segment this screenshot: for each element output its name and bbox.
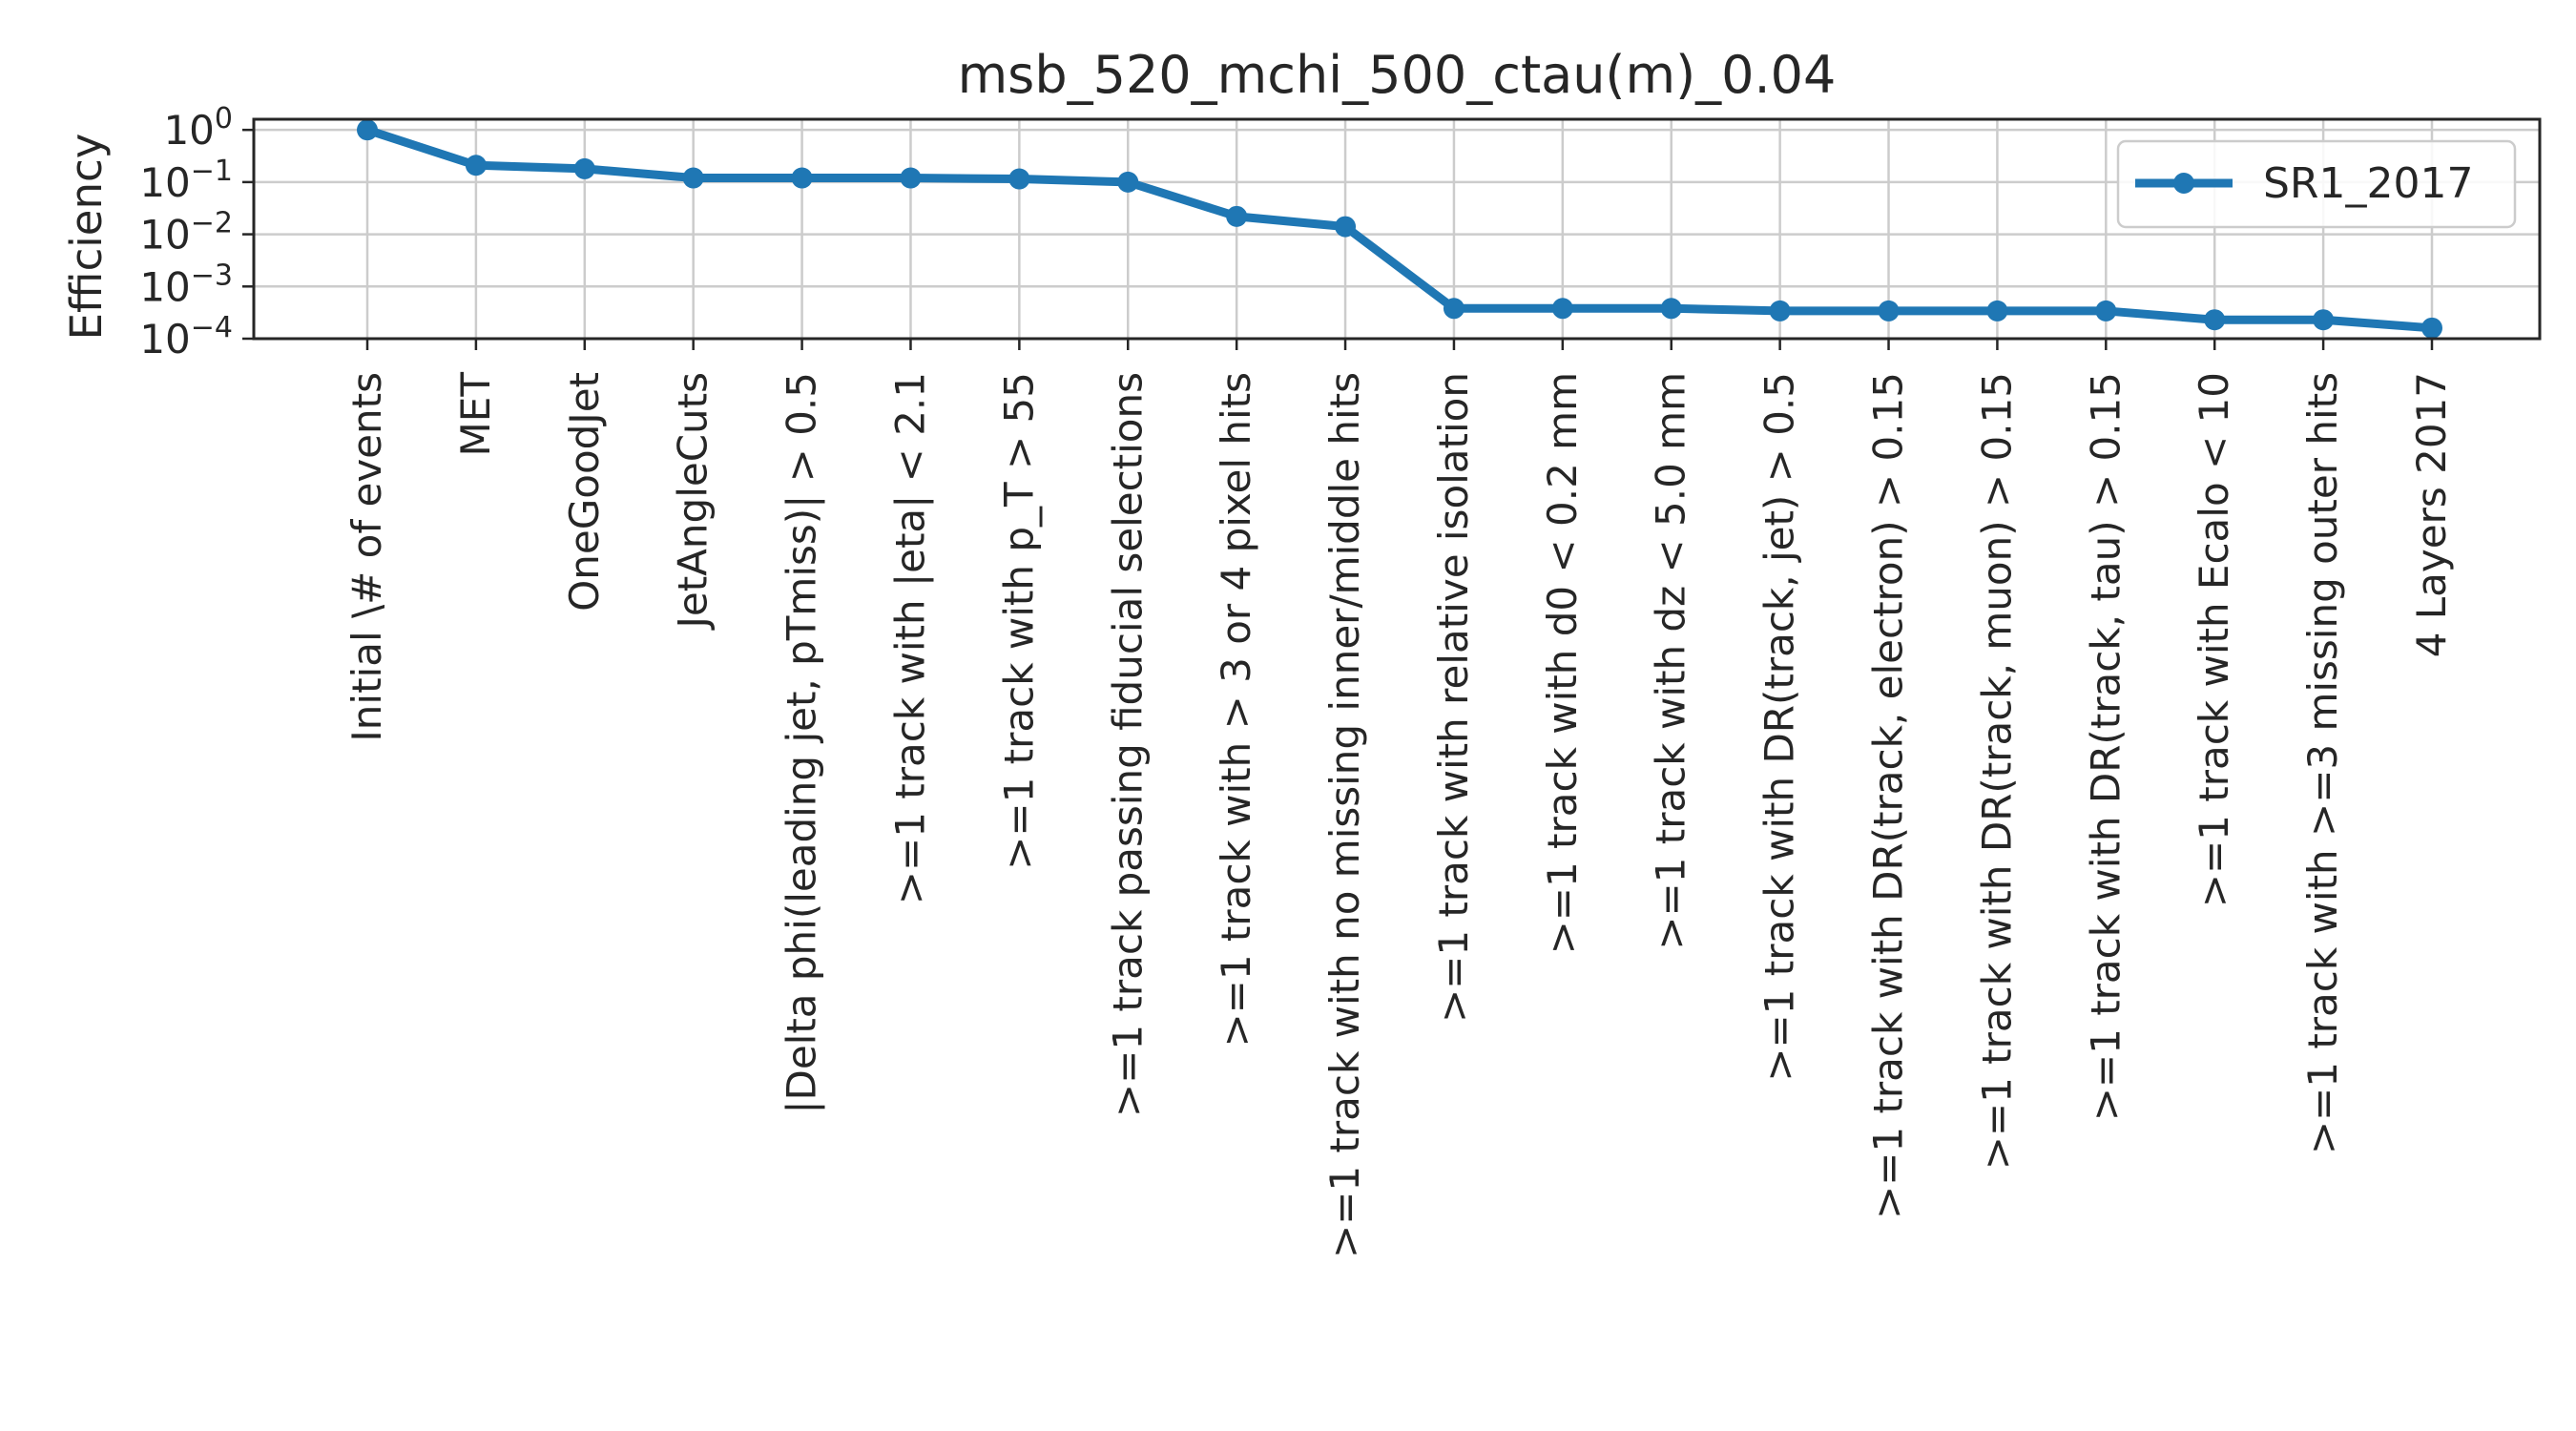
- data-point: [900, 167, 922, 189]
- x-tick-label: >=1 track with Ecalo < 10: [2191, 372, 2237, 907]
- x-axis-ticks: Initial \# of events MET OneGoodJet JetAngl…: [343, 339, 2455, 1258]
- legend: SR1_2017: [2116, 139, 2517, 229]
- chart-title: msb_520_mchi_500_ctau(m)_0.04: [958, 45, 1837, 105]
- x-tick-label: OneGoodJet: [561, 372, 608, 612]
- x-tick-label: >=1 track with no missing inner/middle h…: [1321, 372, 1368, 1258]
- x-tick-label: >=1 track with |eta| < 2.1: [886, 372, 933, 904]
- series-line: [363, 125, 2437, 333]
- x-tick-label: >=1 track with >=3 missing outer hits: [2299, 372, 2346, 1154]
- x-tick-label: >=1 track with DR(track, muon) > 0.15: [1973, 372, 2020, 1170]
- x-tick-label: >=1 track with relative isolation: [1430, 372, 1477, 1023]
- x-tick-label: Initial \# of events: [343, 372, 390, 742]
- x-tick-label: >=1 track with dz < 5.0 mm: [1648, 372, 1694, 950]
- y-tick-label: 10−3: [139, 259, 233, 310]
- x-tick-label: JetAngleCuts: [670, 372, 717, 632]
- data-point: [1335, 216, 1357, 238]
- y-tick-label: 100: [163, 102, 233, 154]
- data-point: [1986, 300, 2008, 321]
- data-point: [791, 167, 813, 189]
- data-point: [1117, 171, 1139, 193]
- x-tick-label: >=1 track with d0 < 0.2 mm: [1539, 372, 1586, 954]
- y-tick-label: 10−2: [139, 207, 233, 259]
- legend-marker-sr1-2017: [2173, 173, 2194, 194]
- data-point: [1008, 168, 1030, 190]
- x-tick-label: >=1 track passing fiducial selections: [1104, 372, 1151, 1117]
- legend-label-sr1-2017: SR1_2017: [2263, 159, 2473, 208]
- data-point: [2095, 300, 2117, 321]
- data-point: [1769, 300, 1791, 321]
- x-tick-label: |Delta phi(leading jet, pTmiss)| > 0.5: [779, 372, 825, 1114]
- data-point: [682, 167, 704, 189]
- data-point: [1443, 298, 1465, 320]
- data-point: [357, 119, 378, 141]
- x-tick-label: MET: [452, 372, 499, 457]
- legend-box: [2116, 139, 2517, 229]
- data-point: [465, 155, 487, 176]
- y-axis-label: Efficiency: [61, 134, 112, 341]
- plot-frame: [252, 117, 2542, 341]
- x-tick-label: 4 Layers 2017: [2408, 372, 2455, 657]
- series-layer: [357, 119, 2442, 339]
- x-tick-label: >=1 track with > 3 or 4 pixel hits: [1213, 372, 1259, 1047]
- data-point: [2313, 309, 2335, 331]
- x-tick-label: >=1 track with DR(track, electron) > 0.1…: [1865, 372, 1912, 1219]
- x-tick-label: >=1 track with p_T > 55: [995, 372, 1042, 870]
- data-point: [573, 157, 595, 179]
- x-tick-label: >=1 track with DR(track, jet) > 0.5: [1756, 372, 1803, 1082]
- y-tick-label: 10−1: [139, 155, 233, 206]
- y-tick-label: 10−4: [139, 311, 233, 363]
- data-point: [1226, 205, 1248, 227]
- data-point: [2421, 317, 2442, 339]
- data-point: [2204, 309, 2226, 331]
- data-point: [1660, 298, 1682, 320]
- x-tick-label: >=1 track with DR(track, tau) > 0.15: [2082, 372, 2129, 1121]
- data-point: [1878, 300, 1900, 321]
- data-point: [1551, 298, 1573, 320]
